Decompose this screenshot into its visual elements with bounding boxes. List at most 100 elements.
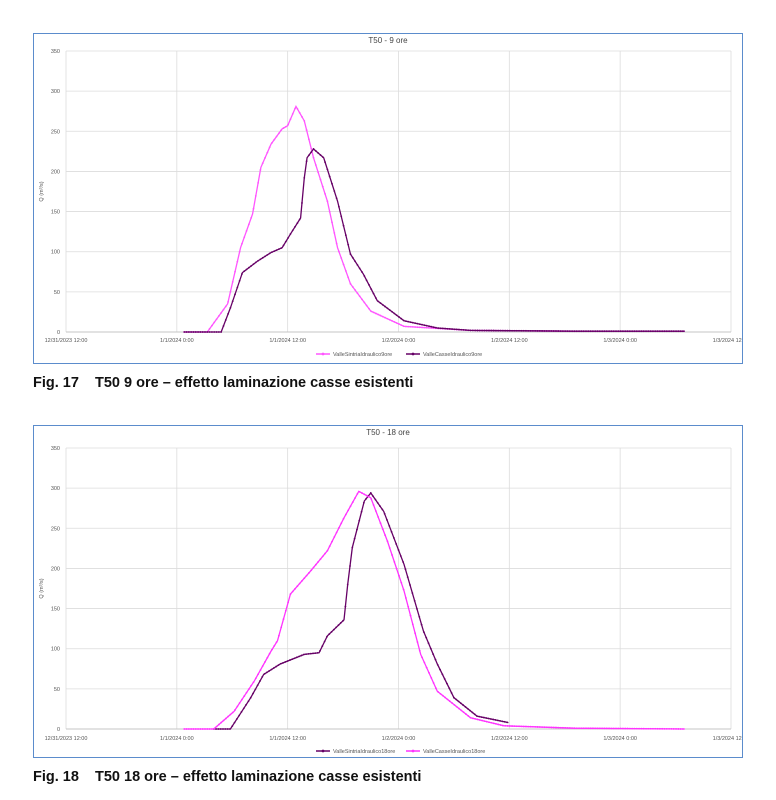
data-point	[448, 687, 451, 690]
data-point	[294, 587, 296, 590]
data-point	[506, 725, 509, 727]
y-tick-label: 350	[51, 49, 60, 55]
data-point	[615, 330, 617, 333]
data-point	[342, 619, 344, 622]
data-point	[404, 325, 407, 328]
data-point	[199, 728, 202, 730]
data-point	[391, 310, 393, 313]
data-point	[467, 329, 470, 332]
data-point	[548, 726, 550, 729]
data-point	[234, 709, 236, 711]
data-point	[485, 717, 488, 719]
data-point	[622, 727, 624, 730]
data-point	[430, 677, 433, 679]
data-point	[580, 727, 583, 730]
data-point	[238, 702, 241, 704]
y-tick-label: 150	[51, 210, 60, 216]
data-point	[192, 728, 195, 730]
data-point	[663, 330, 666, 333]
data-point	[217, 331, 220, 333]
data-point	[416, 641, 419, 643]
data-point	[338, 205, 340, 208]
data-point	[372, 311, 375, 314]
data-point	[277, 634, 280, 637]
data-point	[423, 326, 426, 329]
data-point	[192, 331, 195, 333]
data-point	[349, 253, 352, 256]
data-point	[661, 727, 664, 730]
data-point	[296, 656, 298, 659]
data-point	[557, 330, 560, 332]
data-point	[254, 688, 257, 691]
data-point	[444, 696, 447, 699]
data-point	[582, 727, 585, 730]
data-point	[511, 725, 514, 727]
data-point	[333, 231, 336, 234]
data-point	[635, 330, 638, 333]
data-point	[340, 215, 343, 218]
data-point	[429, 647, 432, 650]
data-point	[256, 684, 259, 687]
data-point	[277, 132, 280, 135]
data-point	[506, 329, 509, 332]
data-point	[317, 561, 320, 563]
y-tick-label: 0	[57, 330, 60, 336]
data-point	[238, 279, 241, 282]
y-tick-label: 300	[51, 89, 60, 95]
data-point	[273, 138, 276, 141]
data-point	[582, 330, 585, 333]
data-point	[340, 522, 343, 525]
data-point	[628, 330, 631, 333]
data-point	[414, 632, 417, 635]
data-point	[275, 665, 278, 668]
data-point	[640, 330, 643, 333]
data-point	[453, 703, 456, 706]
legend-label: ValleSintriaIdraulico9ore	[333, 352, 392, 358]
data-point	[361, 298, 363, 301]
data-point	[316, 651, 319, 654]
data-point	[217, 723, 220, 726]
data-point	[312, 652, 314, 655]
data-point	[358, 519, 361, 522]
data-point	[245, 691, 248, 694]
data-point	[370, 288, 373, 291]
data-point	[587, 727, 590, 730]
data-point	[291, 590, 294, 593]
data-point	[612, 330, 615, 333]
data-point	[513, 329, 516, 332]
data-point	[381, 528, 384, 530]
data-point	[314, 150, 317, 152]
data-point	[257, 673, 260, 676]
data-point	[361, 271, 363, 273]
data-point	[638, 727, 641, 730]
data-point	[508, 725, 511, 727]
data-point	[432, 682, 435, 684]
y-tick-label: 50	[54, 290, 60, 296]
data-point	[271, 648, 273, 651]
data-point	[303, 577, 306, 580]
y-tick-label: 0	[57, 727, 60, 733]
data-point	[279, 662, 282, 665]
data-point	[471, 717, 474, 720]
data-point	[291, 229, 294, 232]
data-point	[545, 726, 548, 729]
data-point	[356, 263, 359, 266]
data-point	[425, 636, 428, 639]
figure-caption-17: Fig. 17 T50 9 ore – effetto laminazione c…	[33, 375, 413, 391]
data-point	[242, 707, 245, 710]
data-point	[238, 714, 241, 717]
data-point	[240, 711, 243, 713]
data-point	[372, 292, 375, 295]
data-point	[649, 330, 652, 333]
data-point	[416, 322, 419, 325]
data-point	[420, 623, 423, 626]
data-point	[450, 692, 453, 694]
data-point	[252, 681, 255, 684]
data-point	[220, 311, 223, 314]
data-point	[324, 552, 326, 555]
data-point	[208, 728, 211, 730]
data-point	[428, 325, 430, 328]
series-line	[184, 147, 685, 333]
data-point	[508, 329, 511, 332]
data-point	[656, 330, 659, 333]
